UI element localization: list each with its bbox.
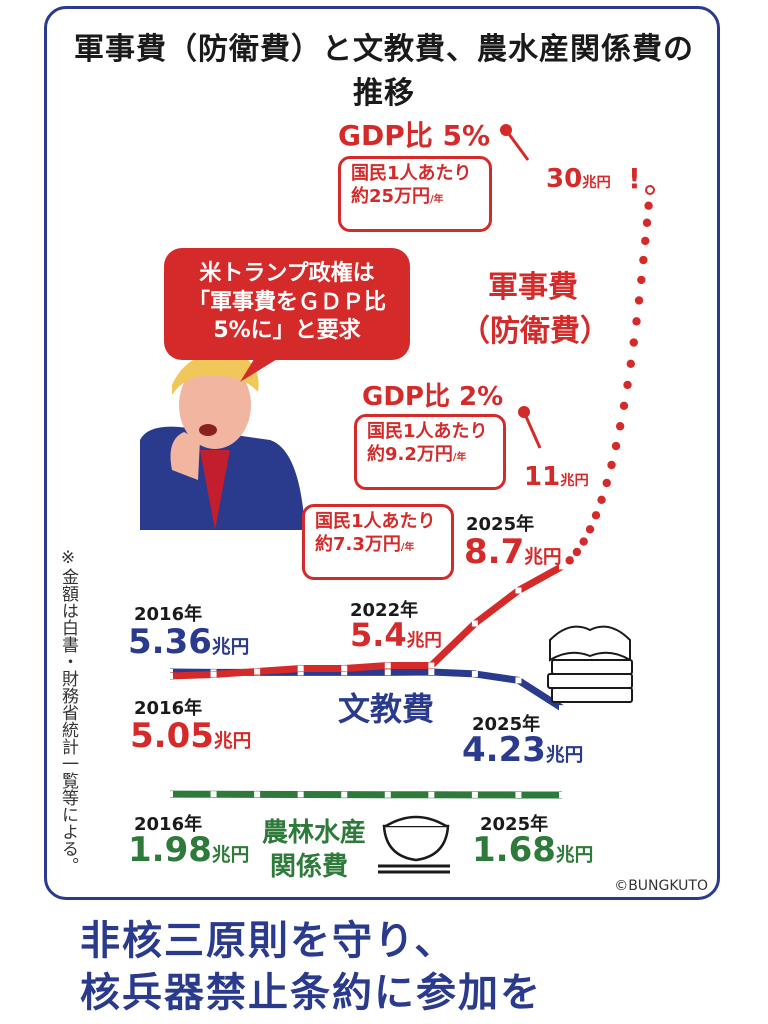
agr-2016-year: 2016年 — [134, 814, 203, 835]
slogan-line-2: 核兵器禁止条約に参加を — [80, 970, 542, 1016]
agr-2025-year: 2025年 — [480, 814, 549, 835]
military-series-line — [169, 563, 564, 680]
edu-2025-value: 4.23兆円 — [462, 730, 584, 770]
mil-2025-year: 2025年 — [466, 514, 535, 535]
mil-name-line2: （防衛費） — [460, 314, 610, 349]
edu-2025-year: 2025年 — [472, 714, 541, 735]
mil-2025-value: 8.7兆円 — [464, 532, 562, 572]
callout-dot-0 — [500, 124, 512, 136]
mil-2016-value: 5.05兆円 — [130, 716, 252, 756]
military-projection-dot — [629, 338, 638, 347]
military-projection-dot — [641, 236, 650, 246]
mil-5pct-label: GDP比 5% — [338, 119, 491, 152]
agr-name-line2: 関係費 — [270, 852, 349, 882]
military-projection-dot — [572, 547, 582, 557]
agriculture-point-2024 — [515, 791, 522, 798]
books-icon — [547, 625, 633, 703]
education-point-2022 — [428, 669, 435, 675]
military-point-2024 — [515, 587, 522, 594]
military-point-2017 — [210, 671, 217, 678]
agriculture-point-2022 — [428, 791, 435, 798]
military-projection-dot — [615, 422, 625, 431]
military-projection-dot — [632, 317, 641, 326]
chopsticks-icon — [378, 864, 450, 874]
trump-caricature-icon — [140, 353, 305, 530]
agriculture-point-2018 — [254, 791, 261, 798]
military-projection-dot — [565, 556, 574, 565]
per-capita-box-2025: 国民1人あたり 約7.3万円/年 — [302, 504, 454, 580]
military-point-2022 — [428, 662, 435, 669]
callout-pointer-1 — [522, 411, 542, 449]
chart-title: 軍事費（防衛費）と文教費、農水産関係費の推移 — [74, 32, 694, 111]
education-point-2020 — [341, 669, 348, 676]
military-projection-dot — [611, 441, 621, 451]
military-projection-dot — [644, 201, 653, 210]
edu-2016-value: 5.36兆円 — [128, 622, 250, 662]
military-point-2021 — [384, 662, 391, 669]
speech-bubble: 米トランプ政権は 「軍事費をＧＤＰ比 5%に」と要求 — [164, 248, 410, 360]
rice-bowl-icon — [382, 815, 450, 862]
mil-name-line1: 軍事費 — [488, 270, 578, 305]
mil-2022-value: 5.4兆円 — [350, 616, 442, 654]
education-point-2021 — [384, 669, 391, 676]
mil-2022-year: 2022年 — [350, 600, 419, 621]
agr-name-line1: 農林水産 — [262, 818, 367, 848]
mil-2016-year: 2016年 — [134, 698, 203, 719]
military-projection-dot — [619, 401, 629, 411]
military-projection-dot — [597, 495, 606, 505]
agriculture-point-2020 — [341, 791, 348, 798]
agriculture-point-2017 — [210, 791, 217, 798]
education-point-2019 — [297, 669, 304, 676]
military-point-2020 — [341, 665, 348, 672]
military-projection-dot — [626, 359, 635, 368]
mil-2pct-label: GDP比 2% — [362, 382, 504, 412]
agr-2016-value: 1.98兆円 — [128, 830, 250, 870]
agriculture-point-2025 — [559, 792, 565, 798]
agriculture-series-line — [169, 790, 563, 799]
speech-line-1: 米トランプ政権は — [199, 261, 375, 286]
military-point-2023 — [471, 620, 478, 627]
agriculture-point-2016 — [167, 791, 173, 798]
edu-2016-year: 2016年 — [134, 604, 203, 625]
military-projection-dot — [579, 537, 588, 546]
speech-line-2: 「軍事費をＧＤＰ比 — [187, 289, 386, 315]
agriculture-point-2023 — [471, 791, 478, 798]
military-projection-dot — [642, 218, 652, 227]
agr-2025-value: 1.68兆円 — [472, 830, 594, 870]
per-capita-box-5pct: 国民1人あたり 約25万円/年 — [338, 156, 492, 232]
military-projection-dot — [602, 478, 611, 488]
mil-2pct-value: 11兆円 — [524, 462, 589, 492]
callout-pointer-0 — [504, 129, 530, 161]
agriculture-point-2021 — [384, 791, 391, 798]
military-projection-dot — [639, 255, 648, 265]
military-projection-dot — [637, 275, 646, 285]
military-projection-end — [645, 185, 655, 195]
education-point-2025 — [559, 705, 565, 712]
military-point-2016 — [167, 673, 173, 679]
education-point-2023 — [471, 670, 478, 677]
mil-5pct-value: 30兆円 — [546, 164, 611, 194]
mil-5pct-mark: ! — [628, 162, 641, 195]
speech-line-3: 5%に」と要求 — [213, 318, 361, 344]
military-point-2025 — [559, 563, 565, 570]
education-point-2024 — [515, 677, 522, 684]
callout-dot-1 — [518, 406, 530, 418]
education-point-2016 — [167, 669, 173, 675]
credit: ©BUNGKUTO — [614, 878, 708, 894]
per-capita-box-2pct: 国民1人あたり 約9.2万円/年 — [354, 414, 506, 490]
military-projection-dot — [634, 296, 644, 305]
military-projection-dot — [623, 380, 632, 390]
slogan-line-1: 非核三原則を守り、 — [80, 918, 457, 964]
agriculture-point-2019 — [297, 791, 304, 798]
military-point-2018 — [254, 668, 261, 675]
military-projection-dot — [591, 511, 601, 520]
military-projection-dot — [585, 525, 595, 534]
edu-name: 文教費 — [338, 690, 435, 728]
military-projection-dot — [607, 460, 616, 470]
military-point-2019 — [297, 665, 304, 672]
source-note: ※金額は白書・財務省統計一覧等による。 — [58, 548, 78, 874]
